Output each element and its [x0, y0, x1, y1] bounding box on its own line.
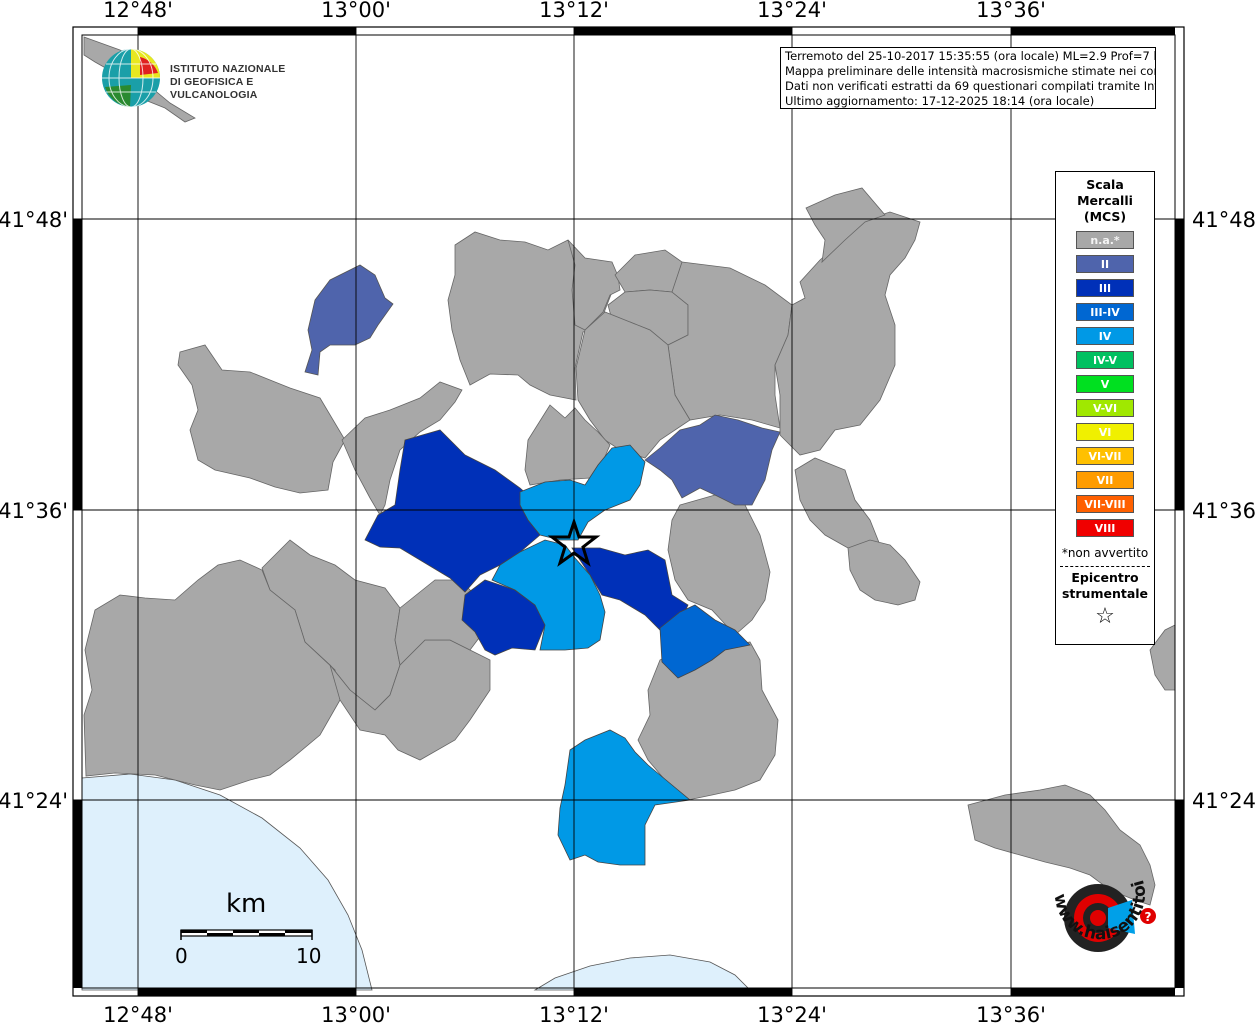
mcs-legend: Scala Mercalli (MCS) n.a.* II III III-IV IV I…	[1055, 171, 1155, 645]
info-line-1: Terremoto del 25-10-2017 15:35:55 (ora l…	[785, 49, 1156, 63]
legend-swatch: VIII	[1076, 519, 1134, 537]
legend-swatch: VII	[1076, 471, 1134, 489]
municipalities-na	[83, 36, 1176, 906]
top-lon-labels: 12°48' 13°00' 13°12' 13°24' 13°36'	[103, 0, 1046, 22]
legend-swatch: III	[1076, 279, 1134, 297]
lon-label: 13°00'	[321, 0, 391, 22]
legend-separator	[1060, 566, 1150, 567]
lat-label: 41°48'	[0, 208, 68, 232]
ingv-logo: ISTITUTO NAZIONALE DI GEOFISICA E VULCAN…	[100, 47, 330, 111]
legend-title-line: (MCS)	[1083, 209, 1127, 224]
legend-swatch: VI	[1076, 423, 1134, 441]
legend-swatch: IV-V	[1076, 351, 1134, 369]
lon-label: 13°24'	[757, 0, 827, 22]
legend-swatch: V-VI	[1076, 399, 1134, 417]
legend-epicenter-line: Epicentro	[1071, 570, 1139, 585]
legend-items: n.a.* II III III-IV IV IV-V V V-VI VI VI-VII VII VI…	[1056, 231, 1154, 537]
scale-min: 0	[175, 944, 188, 968]
municipalities-III-IV	[659, 604, 751, 679]
legend-swatch: V	[1076, 375, 1134, 393]
lat-label: 41°24'	[1192, 789, 1257, 813]
scale-unit: km	[226, 889, 267, 919]
left-lat-labels: 41°48' 41°36' 41°24'	[0, 208, 68, 813]
legend-title-line: Mercalli	[1077, 193, 1133, 208]
logo-line-2: DI GEOFISICA E VULCANOLOGIA	[170, 76, 258, 101]
info-line-4: Ultimo aggiornamento: 17-12-2025 18:14 (…	[785, 94, 1095, 108]
epicenter-star-icon: ☆	[1095, 604, 1115, 629]
lon-label: 13°12'	[539, 0, 609, 22]
legend-swatch: II	[1076, 255, 1134, 273]
right-lat-labels: 41°48' 41°36' 41°24'	[1192, 208, 1257, 813]
logo-line-1: ISTITUTO NAZIONALE	[170, 63, 286, 75]
legend-swatch: VI-VII	[1076, 447, 1134, 465]
legend-note: *non avvertito	[1061, 546, 1149, 560]
lon-label: 13°36'	[976, 0, 1046, 22]
map-frame	[72, 26, 1185, 997]
globe-icon	[102, 48, 160, 108]
municipalities-IV	[491, 444, 691, 866]
lon-label: 13°12'	[539, 1003, 609, 1024]
lon-label: 12°48'	[103, 1003, 173, 1024]
lon-label: 13°00'	[321, 1003, 391, 1024]
info-line-2: Mappa preliminare delle intensità macros…	[785, 64, 1156, 78]
legend-swatch: n.a.*	[1076, 231, 1134, 249]
lat-label: 41°36'	[1192, 499, 1257, 523]
event-info-box: Terremoto del 25-10-2017 15:35:55 (ora l…	[780, 47, 1156, 109]
lon-label: 13°36'	[976, 1003, 1046, 1024]
graticule	[73, 27, 1184, 996]
info-line-3: Dati non verificati estratti da 69 quest…	[785, 79, 1156, 93]
lat-label: 41°36'	[0, 499, 68, 523]
legend-title-line: Scala	[1086, 177, 1124, 192]
legend-swatch: VII-VIII	[1076, 495, 1134, 513]
lat-label: 41°24'	[0, 789, 68, 813]
municipalities-III	[364, 429, 689, 656]
epicenter-star-icon	[547, 517, 601, 567]
lon-label: 13°24'	[757, 1003, 827, 1024]
municipalities-II	[304, 264, 781, 506]
lon-label: 12°48'	[103, 0, 173, 22]
lat-label: 41°48'	[1192, 208, 1257, 232]
legend-epicenter-line: strumentale	[1061, 586, 1149, 601]
legend-title: Scala Mercalli (MCS)	[1056, 177, 1154, 225]
legend-swatch: III-IV	[1076, 303, 1134, 321]
bottom-lon-labels: 12°48' 13°00' 13°12' 13°24' 13°36'	[103, 1003, 1046, 1024]
scale-bar	[180, 929, 313, 940]
scale-max: 10	[296, 944, 322, 968]
svg-text:?: ?	[1145, 910, 1152, 924]
sea-area-south	[533, 954, 751, 991]
legend-swatch: IV	[1076, 327, 1134, 345]
legend-epicenter-label: Epicentro strumentale	[1056, 570, 1154, 602]
